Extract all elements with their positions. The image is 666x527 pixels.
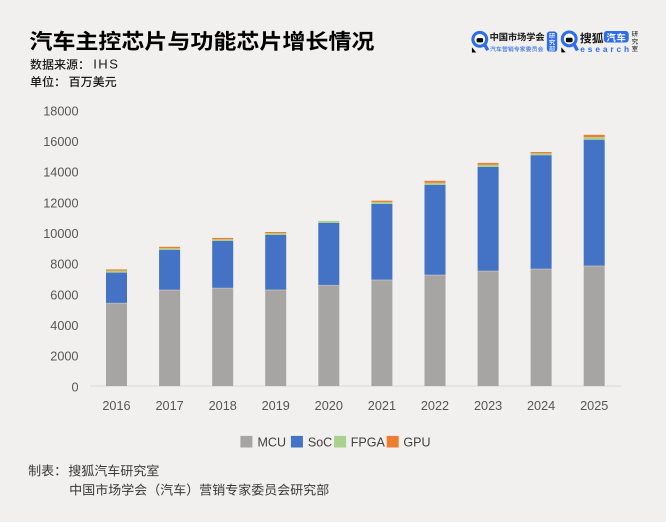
svg-text:esearch: esearch <box>580 44 632 54</box>
svg-text:GPU: GPU <box>403 436 430 450</box>
svg-text:16000: 16000 <box>43 135 78 149</box>
svg-text:2022: 2022 <box>421 399 449 413</box>
svg-text:IHS: IHS <box>93 57 119 72</box>
svg-text:SoC: SoC <box>308 436 332 450</box>
svg-text:10000: 10000 <box>43 227 78 241</box>
svg-text:FPGA: FPGA <box>351 436 386 450</box>
svg-text:14000: 14000 <box>43 166 78 180</box>
svg-text:2025: 2025 <box>580 399 608 413</box>
svg-text:12000: 12000 <box>43 196 78 210</box>
svg-text:2019: 2019 <box>262 399 290 413</box>
svg-text:6000: 6000 <box>50 288 78 302</box>
svg-text:18000: 18000 <box>43 104 78 118</box>
svg-text:8000: 8000 <box>50 258 78 272</box>
svg-text:2017: 2017 <box>155 399 183 413</box>
svg-text:2016: 2016 <box>102 399 130 413</box>
svg-text:MCU: MCU <box>258 436 286 450</box>
svg-text:2018: 2018 <box>209 399 237 413</box>
svg-text:4000: 4000 <box>50 319 78 333</box>
svg-text:2024: 2024 <box>527 399 555 413</box>
svg-text:2000: 2000 <box>50 350 78 364</box>
svg-text:2021: 2021 <box>368 399 396 413</box>
svg-text:2023: 2023 <box>474 399 502 413</box>
svg-text:2020: 2020 <box>315 399 343 413</box>
svg-text:0: 0 <box>71 380 78 394</box>
